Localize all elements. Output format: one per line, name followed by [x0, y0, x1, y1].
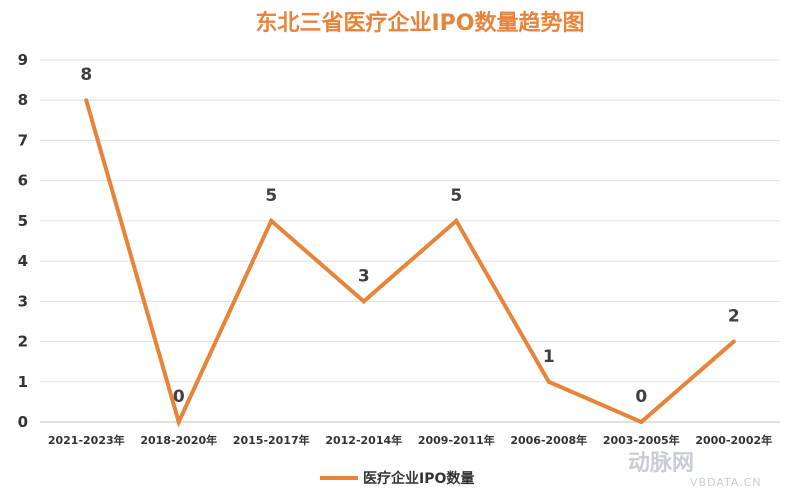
x-tick-label: 2009-2011年	[418, 433, 495, 447]
y-tick-label: 3	[18, 292, 28, 310]
data-label: 0	[635, 387, 647, 407]
x-axis-ticks: 2021-2023年 2018-2020年 2015-2017年 2012-2014年…	[48, 433, 772, 447]
data-label: 1	[543, 347, 555, 367]
y-tick-label: 1	[18, 373, 28, 391]
data-label: 8	[80, 65, 92, 85]
data-point	[546, 379, 551, 384]
x-tick-label: 2021-2023年	[48, 433, 125, 447]
data-label: 2	[728, 307, 740, 327]
y-tick-label: 6	[18, 172, 28, 190]
data-point	[454, 218, 459, 223]
data-label: 5	[265, 186, 277, 206]
data-point	[269, 218, 274, 223]
data-point	[639, 420, 644, 424]
x-tick-label: 2000-2002年	[695, 433, 772, 447]
y-tick-label: 5	[18, 212, 28, 230]
watermark-logo-text: 动脉网	[628, 451, 694, 476]
y-tick-label: 8	[18, 91, 28, 109]
data-label: 3	[358, 266, 370, 286]
y-tick-label: 2	[18, 333, 28, 351]
grid-lines	[40, 59, 780, 423]
data-point	[84, 98, 89, 103]
legend-label: 医疗企业IPO数量	[363, 470, 474, 487]
data-point	[176, 420, 181, 424]
chart-title: 东北三省医疗企业IPO数量趋势图	[255, 10, 584, 36]
data-label: 0	[173, 387, 185, 407]
data-labels: 8 0 5 3 5 1 0 2	[80, 65, 739, 407]
y-tick-label: 9	[18, 51, 28, 69]
legend: 医疗企业IPO数量	[320, 470, 474, 487]
x-tick-label: 2018-2020年	[140, 433, 217, 447]
x-tick-label: 2012-2014年	[325, 433, 402, 447]
x-tick-label: 2003-2005年	[603, 433, 680, 447]
data-point	[361, 299, 366, 304]
y-tick-label: 0	[18, 413, 28, 431]
watermark: 动脉网 VBDATA.CN	[628, 451, 762, 489]
watermark-site: VBDATA.CN	[690, 476, 762, 489]
x-tick-label: 2006-2008年	[510, 433, 587, 447]
y-tick-label: 7	[18, 131, 28, 149]
series-layer	[84, 98, 736, 428]
x-tick-label: 2015-2017年	[233, 433, 310, 447]
data-label: 5	[450, 186, 462, 206]
series-line	[84, 99, 736, 428]
y-axis-ticks: 0 1 2 3 4 5 6 7 8 9	[18, 51, 28, 431]
data-point	[731, 339, 736, 344]
y-tick-label: 4	[18, 252, 28, 270]
